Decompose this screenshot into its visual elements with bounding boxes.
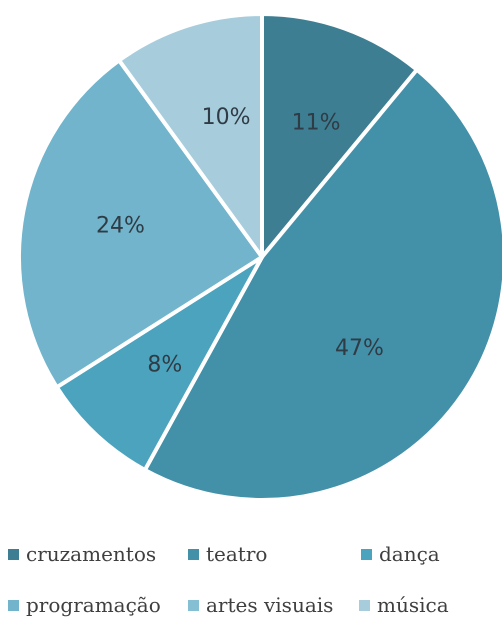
pie-slice-label-5: 10% bbox=[202, 105, 251, 130]
legend-swatch-danca bbox=[361, 548, 372, 560]
legend-swatch-programacao bbox=[8, 599, 19, 611]
legend-item-musica: música bbox=[359, 595, 449, 615]
pie-chart-svg: 11% 47% 8% 24% 10% bbox=[17, 12, 502, 502]
legend-item-cruzamentos: cruzamentos bbox=[8, 544, 156, 564]
pie-slice-label-3: 24% bbox=[96, 213, 145, 238]
pie-slice-1 bbox=[142, 67, 502, 502]
legend-label-musica: música bbox=[377, 593, 449, 617]
pie-slice-label-0: 11% bbox=[292, 110, 341, 135]
legend-item-danca: dança bbox=[361, 544, 440, 564]
legend-swatch-musica bbox=[359, 599, 370, 611]
pie-slice-3 bbox=[17, 58, 264, 390]
legend-label-programacao: programação bbox=[26, 593, 161, 617]
legend-item-teatro: teatro bbox=[188, 544, 267, 564]
legend-label-danca: dança bbox=[379, 542, 440, 566]
legend-label-artes-visuais: artes visuais bbox=[206, 593, 334, 617]
legend-swatch-teatro bbox=[188, 548, 199, 560]
legend-swatch-cruzamentos bbox=[8, 548, 19, 560]
pie-slice-label-2: 8% bbox=[147, 353, 182, 378]
legend-item-artes-visuais: artes visuais bbox=[188, 595, 333, 615]
chart-legend: cruzamentos teatro dança programação art… bbox=[0, 534, 502, 619]
pie-slice-0 bbox=[260, 12, 419, 259]
legend-label-teatro: teatro bbox=[206, 542, 268, 566]
pie-slice-2 bbox=[54, 255, 264, 472]
legend-item-programacao: programação bbox=[8, 595, 161, 615]
legend-label-cruzamentos: cruzamentos bbox=[26, 542, 157, 566]
pie-slice-label-1: 47% bbox=[335, 336, 384, 361]
pie-slice-5 bbox=[117, 12, 264, 259]
legend-swatch-artes-visuais bbox=[188, 599, 199, 611]
